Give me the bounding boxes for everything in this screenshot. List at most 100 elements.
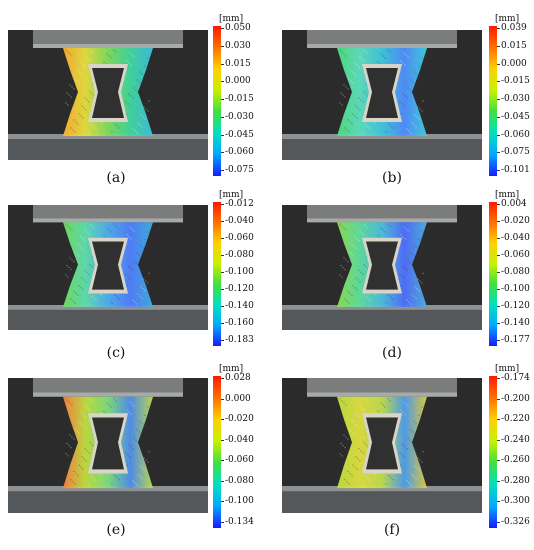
colorbar-tick-mark [221,63,224,65]
colorbar-tick-label: 0.030 [225,40,251,51]
colorbar-tick-mark [221,378,224,379]
colorbar-tick-label: 0.000 [225,76,251,87]
panel-caption: (c) [106,345,126,361]
specimen-image [282,30,482,160]
colorbar-tick-label: -0.060 [225,455,254,466]
colorbar-tick-label: 0.050 [225,23,251,33]
specimen-image [8,378,208,513]
colorbar-tick-mark [221,204,224,205]
colorbar-tick-label: -0.100 [225,496,254,507]
colorbar-tick-label: -0.100 [501,284,530,294]
colorbar-tick-label: -0.100 [225,267,254,277]
colorbar-tick-label: -0.030 [225,111,254,122]
panel-caption: (f) [383,522,401,538]
colorbar-tick-label: 0.028 [225,373,251,383]
colorbar-unit: [mm] [219,14,244,24]
colorbar-tick-mark [497,45,500,47]
colorbar-tick-label: -0.101 [501,165,530,175]
colorbar-tick-mark [221,522,224,523]
colorbar-tick-mark [497,522,500,523]
specimen-image [8,205,208,330]
colorbar-tick-mark [497,439,500,441]
colorbar-unit: [mm] [219,190,244,200]
colorbar-tick-mark [497,28,500,29]
colorbar-tick-label: -0.326 [501,517,530,527]
colorbar-tick-label: -0.020 [501,216,530,226]
specimen-image [8,30,208,160]
colorbar-tick-label: -0.040 [225,434,254,445]
colorbar-tick-label: 0.039 [501,23,527,33]
colorbar-tick-label: -0.240 [501,434,530,445]
colorbar-tick-label: -0.220 [501,414,530,425]
colorbar-tick-mark [497,306,500,307]
colorbar-tick-mark [497,419,500,421]
colorbar-tick-label: -0.060 [501,250,530,260]
colorbar-tick-mark [497,378,500,379]
colorbar-tick-mark [497,204,500,205]
colorbar-tick-label: -0.300 [501,496,530,507]
colorbar-tick-label: -0.120 [225,284,254,294]
colorbar-tick-label: -0.040 [501,233,530,243]
colorbar-tick-label: -0.140 [501,318,530,328]
colorbar-tick-label: -0.060 [501,129,530,140]
colorbar-tick-label: -0.030 [501,94,530,104]
colorbar-unit: [mm] [495,14,520,24]
colorbar-tick-mark [497,501,500,503]
specimen-photo [282,30,482,160]
colorbar-tick-mark [497,272,500,273]
colorbar-tick-label: -0.075 [501,147,530,158]
colorbar-tick-mark [221,419,224,421]
colorbar-tick-mark [497,255,500,256]
colorbar-tick-mark [221,289,224,290]
colorbar-tick-label: -0.160 [225,318,254,328]
colorbar-tick-mark [497,134,500,136]
colorbar-tick-mark [497,398,500,400]
colorbar-tick-mark [221,255,224,256]
colorbar-tick-mark [497,289,500,290]
colorbar-tick-label: -0.012 [225,199,254,209]
colorbar-tick-label: -0.045 [501,111,530,122]
colorbar-tick-mark [221,170,224,171]
colorbar-tick-mark [497,99,500,100]
colorbar-tick-label: -0.040 [225,216,254,226]
colorbar-tick-mark [497,81,500,83]
colorbar [213,376,221,528]
colorbar [213,26,221,176]
colorbar-tick-mark [221,439,224,441]
colorbar-tick-mark [497,460,500,462]
panel-caption: (e) [106,522,126,538]
colorbar-unit: [mm] [495,190,520,200]
colorbar-tick-mark [221,116,224,118]
colorbar-tick-label: -0.020 [225,414,254,425]
colorbar-tick-label: -0.060 [225,147,254,158]
panel-caption: (a) [106,170,126,186]
colorbar-tick-label: 0.000 [225,393,251,404]
specimen-photo [8,205,208,330]
specimen-photo [282,205,482,330]
specimen-photo [8,378,208,513]
colorbar-tick-mark [221,28,224,29]
colorbar-tick-label: -0.177 [501,335,530,345]
colorbar-tick-label: 0.015 [501,40,527,51]
colorbar-tick-label: 0.004 [501,199,527,209]
panel-caption: (d) [382,345,402,361]
colorbar-tick-mark [497,323,500,324]
specimen-photo [8,30,208,160]
colorbar-tick-mark [221,99,224,100]
colorbar-tick-mark [221,272,224,273]
colorbar-tick-mark [497,152,500,154]
specimen-image [282,378,482,513]
specimen-image [282,205,482,330]
specimen-photo [282,378,482,513]
colorbar-unit: [mm] [495,364,520,374]
colorbar-tick-mark [497,221,500,222]
colorbar-tick-label: -0.134 [225,517,254,527]
colorbar-tick-mark [221,398,224,400]
colorbar-tick-mark [221,81,224,83]
colorbar [489,202,497,346]
colorbar-tick-label: -0.015 [225,94,254,104]
colorbar-tick-mark [221,221,224,222]
colorbar-tick-label: -0.080 [501,267,530,277]
colorbar-tick-mark [497,170,500,171]
colorbar-tick-label: -0.174 [501,373,530,383]
